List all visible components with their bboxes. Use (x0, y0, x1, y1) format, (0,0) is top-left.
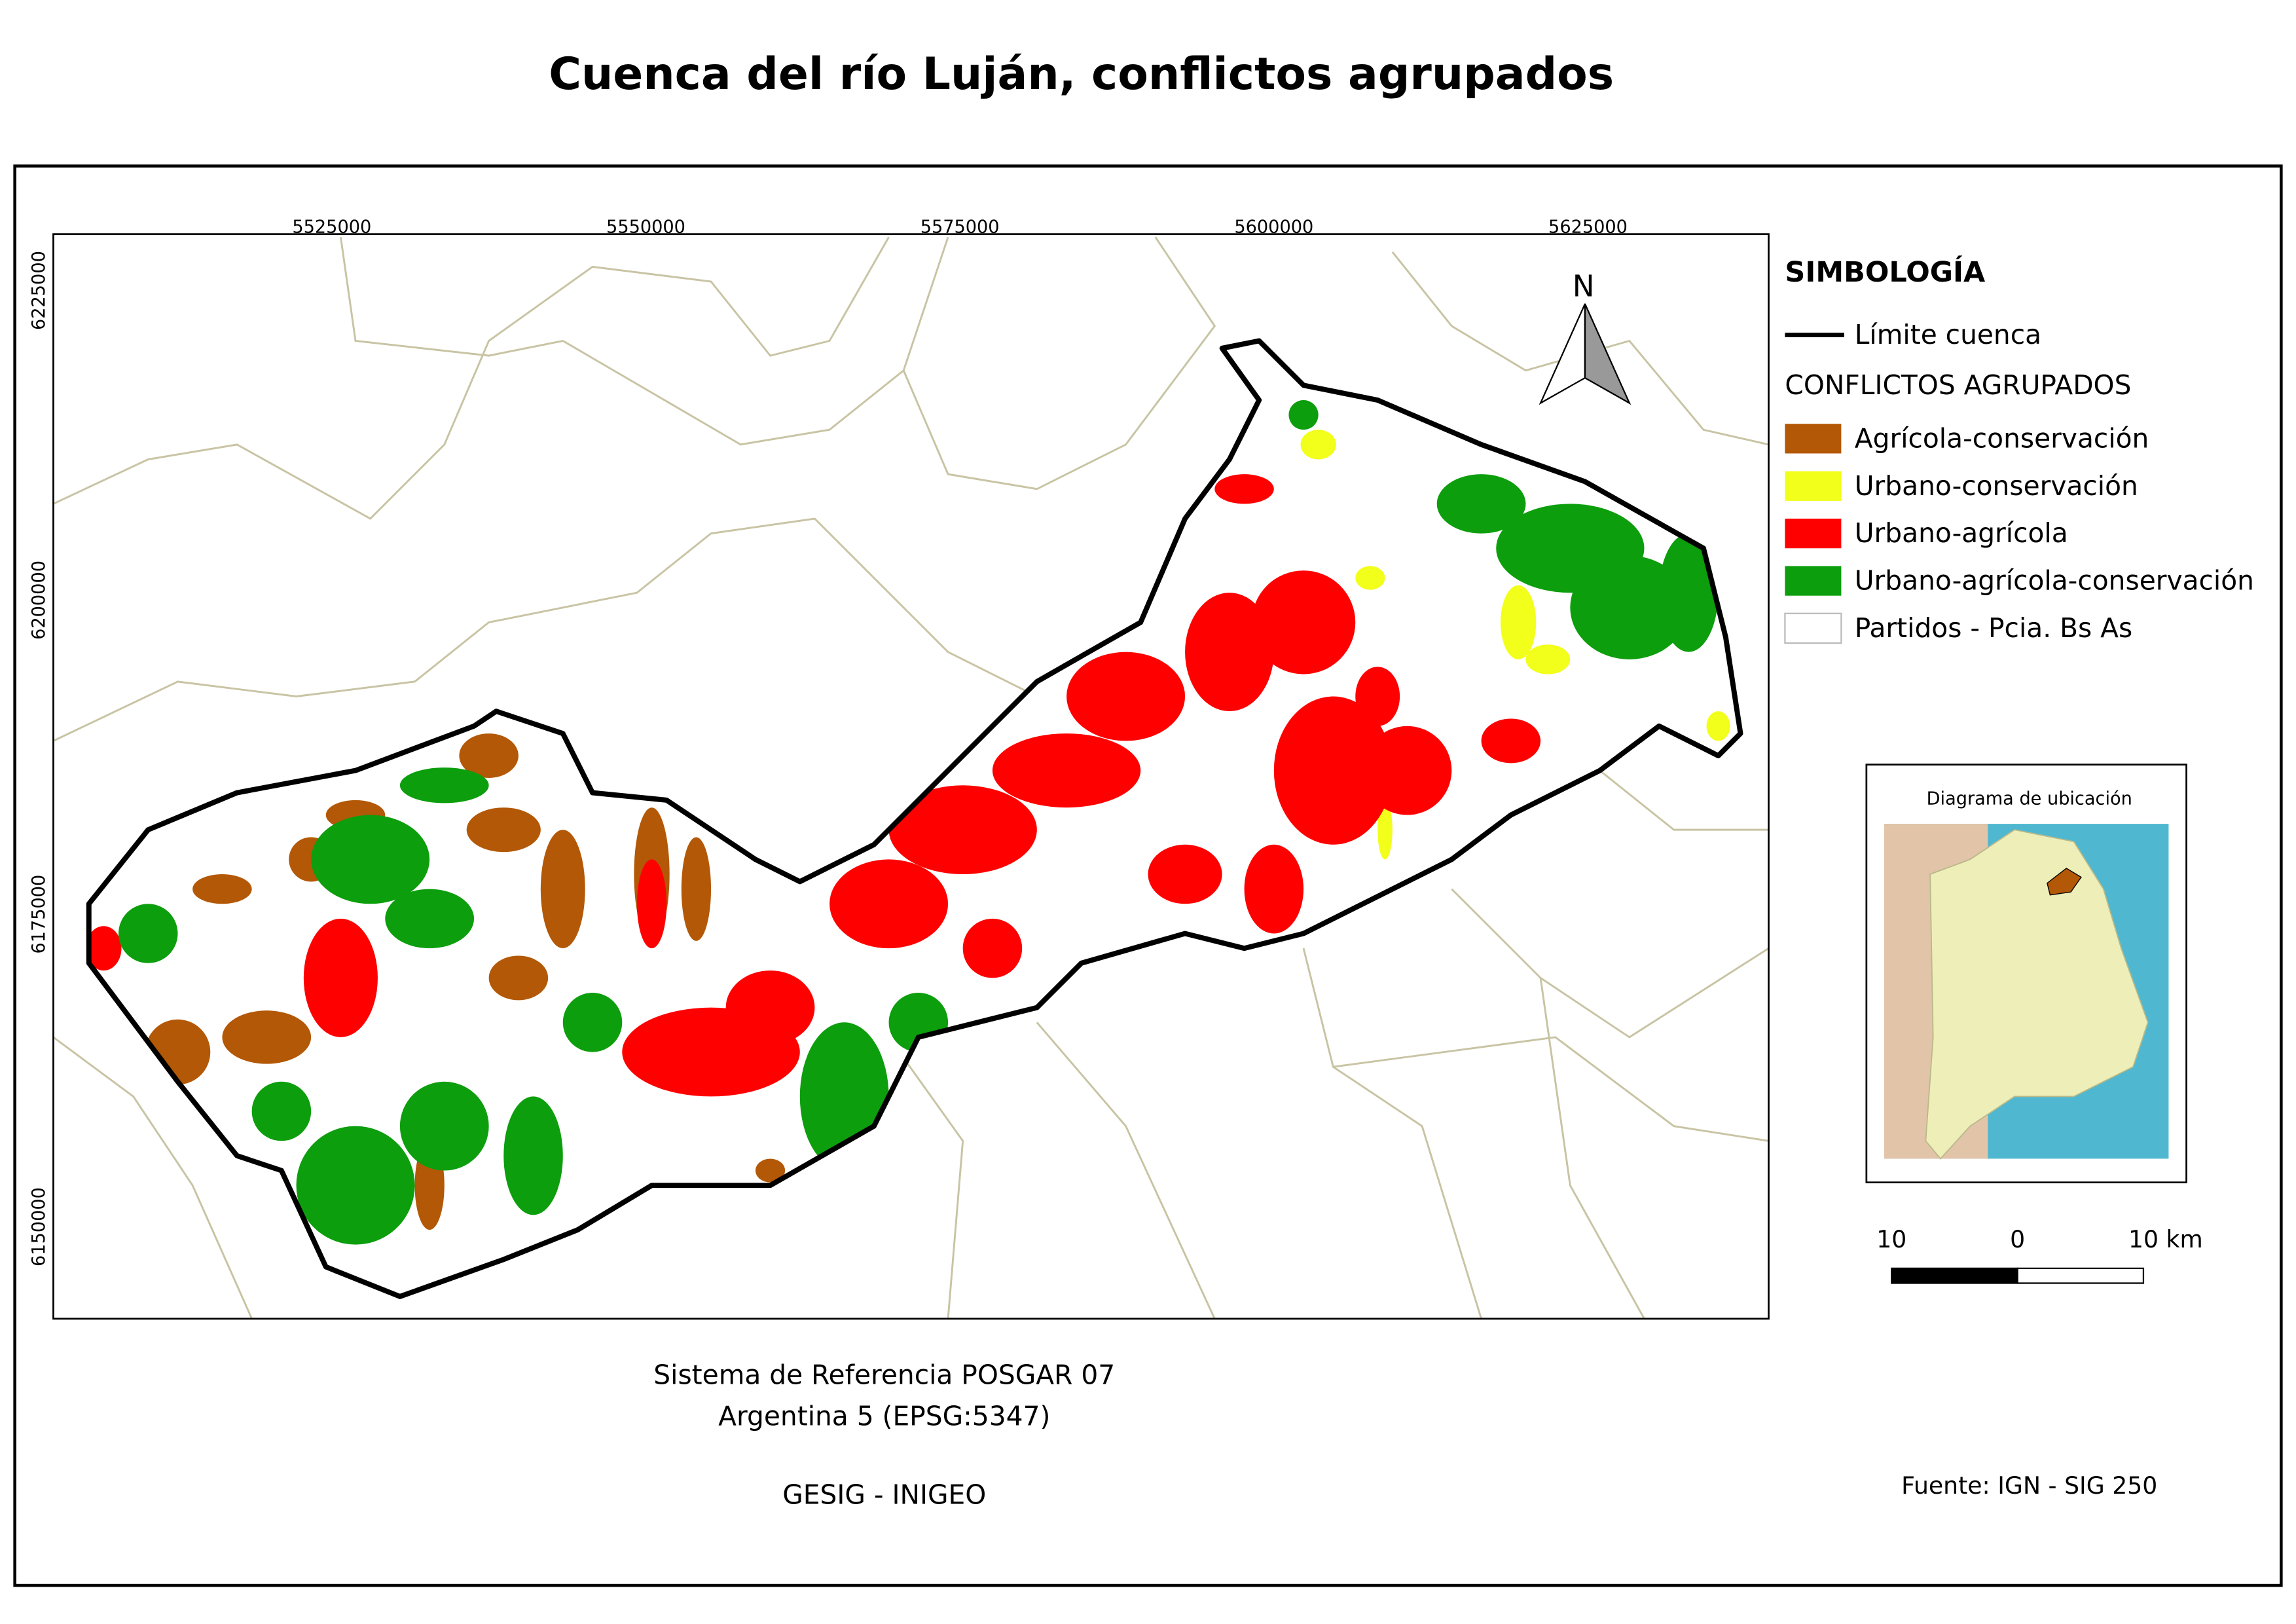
conflict-area (296, 1126, 415, 1245)
conflict-area (385, 889, 475, 949)
conflict-area (888, 993, 949, 1052)
north-arrow: N (1539, 269, 1631, 405)
conflict-areas (88, 400, 1730, 1245)
conflict-area (1273, 696, 1393, 845)
conflict-area (118, 904, 178, 963)
basin-boundary (86, 338, 1743, 1299)
conflict-area (1288, 400, 1319, 430)
conflict-area (459, 733, 519, 778)
x-coord-label: 5550000 (606, 217, 685, 237)
legend-boundary-label: Límite cuenca (1855, 319, 2041, 350)
conflict-area (399, 767, 489, 803)
conflict-area (1659, 533, 1719, 652)
conflict-area (88, 926, 122, 971)
inset-basin (2047, 868, 2082, 896)
conflict-area (681, 837, 712, 941)
partidos (53, 236, 1769, 1319)
conflict-area (311, 815, 430, 904)
x-coord-label: 5575000 (920, 217, 1000, 237)
inset-province (1925, 829, 2149, 1160)
conflict-area (992, 733, 1141, 808)
legend-swatch (1784, 612, 1842, 644)
conflict-area (1214, 474, 1274, 504)
conflict-area (1706, 711, 1730, 741)
legend-title: SIMBOLOGÍA (1785, 255, 1986, 289)
conflict-area (1525, 644, 1571, 674)
legend-label: Agrícola-conservación (1855, 422, 2149, 454)
y-coord-label: 6175000 (29, 875, 49, 954)
x-coord-label: 5525000 (292, 217, 371, 237)
crs-note: Argentina 5 (EPSG:5347) (718, 1401, 1050, 1432)
scale-label: 10 km (2128, 1225, 2203, 1253)
x-coord-label: 5625000 (1548, 217, 1628, 237)
conflict-area (488, 955, 549, 1001)
crs-note: Sistema de Referencia POSGAR 07 (653, 1359, 1115, 1390)
title: Cuenca del río Luján, conflictos agrupad… (549, 48, 1614, 100)
conflict-area (1436, 474, 1526, 534)
conflict-area (399, 1081, 489, 1171)
legend-label: Urbano-conservación (1855, 470, 2138, 502)
conflict-area (1570, 555, 1689, 659)
y-coord-label: 6150000 (29, 1187, 49, 1266)
source: Fuente: IGN - SIG 250 (1901, 1471, 2157, 1500)
conflict-area (755, 1158, 786, 1183)
conflict-area (1481, 718, 1541, 764)
legend-label: Urbano-agrícola-conservación (1855, 565, 2254, 597)
credit: GESIG - INIGEO (782, 1479, 986, 1511)
conflict-area (1362, 726, 1452, 815)
x-coord-label: 5600000 (1234, 217, 1313, 237)
outer-frame (13, 164, 2283, 1587)
scale-label: 10 (1876, 1225, 1906, 1253)
y-coord-label: 6225000 (29, 251, 49, 330)
conflict-area (725, 970, 815, 1045)
conflict-area (251, 1081, 312, 1141)
inset-title: Diagrama de ubicación (1927, 789, 2132, 809)
conflict-area (1251, 570, 1356, 674)
conflict-area (888, 785, 1037, 875)
conflict-area (540, 830, 585, 949)
conflict-area (503, 1096, 563, 1215)
legend-label: Partidos - Pcia. Bs As (1855, 612, 2133, 644)
y-coord-label: 6200000 (29, 561, 49, 640)
conflict-area (222, 1010, 312, 1064)
conflict-area (829, 859, 949, 949)
conflict-area (466, 807, 541, 853)
north-label: N (1573, 269, 1595, 304)
scale-bar (2016, 1267, 2145, 1284)
conflict-area (1355, 667, 1400, 726)
legend-swatch (1785, 471, 1842, 501)
conflict-area (1300, 430, 1336, 460)
legend-group-title: CONFLICTOS AGRUPADOS (1785, 369, 2131, 401)
legend-swatch (1785, 424, 1842, 454)
legend-label: Urbano-agrícola (1855, 517, 2068, 549)
conflict-area (1244, 844, 1304, 934)
legend-swatch (1785, 519, 1842, 549)
conflict-area (1148, 844, 1222, 904)
conflict-area (1355, 566, 1385, 590)
conflict-area (1377, 800, 1393, 860)
conflict-area (562, 993, 623, 1052)
conflict-area (962, 918, 1023, 978)
scale-bar (1891, 1267, 2018, 1284)
conflict-area (303, 918, 378, 1037)
conflict-area (1066, 652, 1186, 741)
scale-label: 0 (2010, 1225, 2025, 1253)
conflict-area (799, 1022, 889, 1171)
conflict-area (1500, 585, 1537, 659)
map-frame (52, 233, 1770, 1320)
conflict-area (192, 874, 252, 904)
legend-swatch (1785, 566, 1842, 596)
conflict-area (636, 859, 667, 949)
